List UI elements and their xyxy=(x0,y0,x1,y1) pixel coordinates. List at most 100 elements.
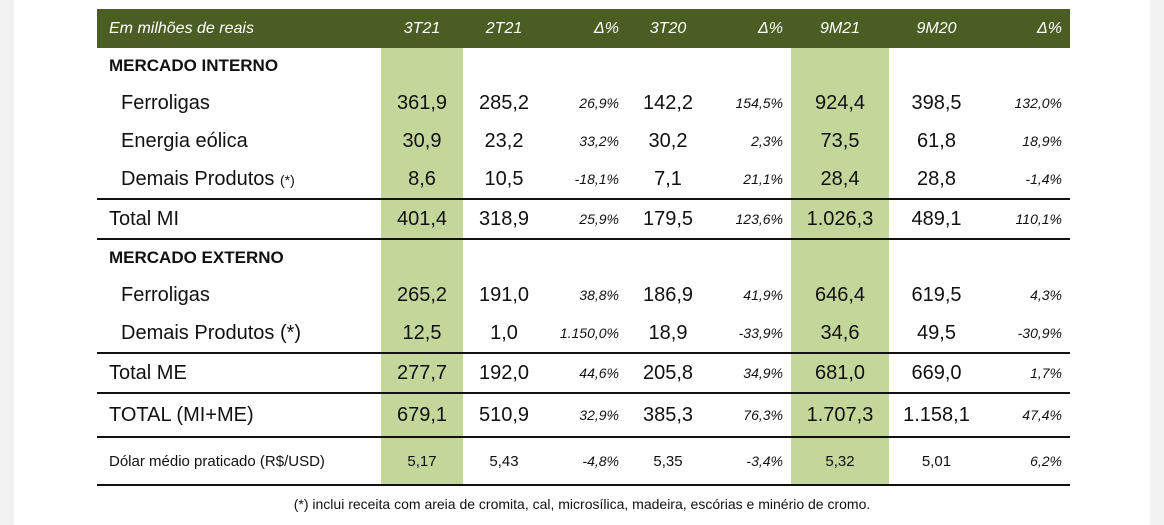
section-title-me: MERCADO EXTERNO xyxy=(109,248,284,267)
cell-empty xyxy=(984,239,1070,276)
header-delta-3: Δ% xyxy=(984,9,1070,48)
cell-3t20: 7,1 xyxy=(654,167,682,190)
cell-2t21: 5,43 xyxy=(463,437,545,486)
cell-3t21: 8,6 xyxy=(381,160,463,199)
cell-delta-2: 21,1% xyxy=(743,171,783,187)
header-3t21: 3T21 xyxy=(381,9,463,48)
cell-2t21: 510,9 xyxy=(463,393,545,438)
cell-delta-2: 123,6% xyxy=(709,198,791,240)
row-label: Demais Produtos (*) xyxy=(121,321,302,344)
cell-9m20: 5,01 xyxy=(889,437,984,486)
cell-3t20: 5,35 xyxy=(627,437,709,486)
cell-delta-1: 1.150,0% xyxy=(559,325,619,341)
row-label: Total ME xyxy=(97,352,381,394)
header-2t21: 2T21 xyxy=(463,9,545,48)
dollar-row: Dólar médio praticado (R$/USD) 5,17 5,43… xyxy=(97,437,1070,486)
cell-9m21: 73,5 xyxy=(791,122,889,160)
section-row-me: MERCADO EXTERNO xyxy=(97,239,1070,276)
section-row-mi: MERCADO INTERNO xyxy=(97,48,1070,84)
cell-delta-2: -3,4% xyxy=(709,437,791,486)
row-label: Ferroligas xyxy=(121,283,210,306)
cell-delta-1: -4,8% xyxy=(545,437,627,486)
cell-9m21: 1.026,3 xyxy=(791,198,889,240)
cell-3t20: 30,2 xyxy=(648,129,688,152)
header-delta-1: Δ% xyxy=(545,9,627,48)
screen-edge-right xyxy=(1150,0,1164,525)
cell-9m20: 49,5 xyxy=(917,321,956,344)
cell-3t21: 265,2 xyxy=(381,276,463,314)
cell-empty xyxy=(984,48,1070,84)
cell-delta-1: -18,1% xyxy=(574,171,619,187)
row-label: Demais Produtos (*) xyxy=(97,160,381,199)
cell-delta-1: 32,9% xyxy=(545,393,627,438)
cell-3t20: 18,9 xyxy=(648,321,688,344)
cell-2t21: 23,2 xyxy=(484,129,524,152)
header-3t20: 3T20 xyxy=(627,9,709,48)
cell-delta-2: 154,5% xyxy=(735,95,783,111)
cell-empty xyxy=(709,48,791,84)
header-9m21: 9M21 xyxy=(791,9,889,48)
row-label-text: Demais Produtos xyxy=(121,167,275,190)
cell-3t20: 385,3 xyxy=(627,393,709,438)
table-row: Demais Produtos (*) 12,5 1,0 1.150,0% 18… xyxy=(97,314,1070,353)
cell-3t21: 30,9 xyxy=(381,122,463,160)
cell-delta-1: 26,9% xyxy=(579,95,619,111)
cell-delta-3: -1,4% xyxy=(1025,171,1062,187)
header-label: Em milhões de reais xyxy=(97,9,381,48)
cell-2t21: 10,5 xyxy=(484,167,524,190)
cell-delta-3: 4,3% xyxy=(1030,287,1062,303)
cell-delta-3: 6,2% xyxy=(984,437,1070,486)
cell-3t21: 361,9 xyxy=(381,84,463,122)
header-delta-2: Δ% xyxy=(709,9,791,48)
cell-empty xyxy=(627,48,709,84)
table-row: Ferroligas 361,9 285,2 26,9% 142,2 154,5… xyxy=(97,84,1070,122)
row-label: Total MI xyxy=(97,198,381,240)
row-label: Energia eólica xyxy=(121,129,248,152)
cell-delta-1: 44,6% xyxy=(545,352,627,394)
table-row: Demais Produtos (*) 8,6 10,5 -18,1% 7,1 … xyxy=(97,160,1070,199)
cell-empty xyxy=(889,48,984,84)
footnote: (*) inclui receita com areia de cromita,… xyxy=(293,496,871,512)
cell-3t21: 679,1 xyxy=(381,393,463,438)
row-label: Dólar médio praticado (R$/USD) xyxy=(97,437,381,486)
cell-empty xyxy=(627,239,709,276)
cell-3t21: 5,17 xyxy=(381,437,463,486)
cell-2t21: 192,0 xyxy=(463,352,545,394)
table-row: Energia eólica 30,9 23,2 33,2% 30,2 2,3%… xyxy=(97,122,1070,160)
cell-9m21: 681,0 xyxy=(791,352,889,394)
cell-3t20: 186,9 xyxy=(642,283,694,306)
cell-empty xyxy=(381,48,463,84)
cell-9m21: 5,32 xyxy=(791,437,889,486)
grand-total-row: TOTAL (MI+ME) 679,1 510,9 32,9% 385,3 76… xyxy=(97,393,1070,438)
cell-empty xyxy=(381,239,463,276)
cell-9m20: 1.158,1 xyxy=(889,393,984,438)
cell-9m20: 61,8 xyxy=(917,129,956,152)
cell-2t21: 318,9 xyxy=(463,198,545,240)
cell-empty xyxy=(545,239,627,276)
cell-3t20: 179,5 xyxy=(627,198,709,240)
cell-9m21: 1.707,3 xyxy=(791,393,889,438)
section-title-mi: MERCADO INTERNO xyxy=(109,56,279,75)
total-row-mi: Total MI 401,4 318,9 25,9% 179,5 123,6% … xyxy=(97,198,1070,240)
revenue-table: Em milhões de reais 3T21 2T21 Δ% 3T20 Δ%… xyxy=(97,9,1070,486)
cell-delta-2: 34,9% xyxy=(709,352,791,394)
cell-9m20: 669,0 xyxy=(889,352,984,394)
cell-delta-1: 33,2% xyxy=(579,133,619,149)
cell-9m21: 924,4 xyxy=(791,84,889,122)
cell-delta-2: 2,3% xyxy=(751,133,783,149)
cell-delta-1: 25,9% xyxy=(545,198,627,240)
cell-3t21: 277,7 xyxy=(381,352,463,394)
cell-9m20: 28,8 xyxy=(917,167,956,190)
cell-delta-3: -30,9% xyxy=(1017,325,1062,341)
cell-empty xyxy=(791,48,889,84)
header-9m20: 9M20 xyxy=(889,9,984,48)
cell-3t21: 12,5 xyxy=(381,314,463,353)
cell-delta-2: 76,3% xyxy=(709,393,791,438)
row-label: Ferroligas xyxy=(121,91,210,114)
cell-9m20: 489,1 xyxy=(889,198,984,240)
cell-delta-3: 110,1% xyxy=(984,198,1070,240)
cell-3t20: 205,8 xyxy=(627,352,709,394)
cell-delta-2: -33,9% xyxy=(738,325,783,341)
cell-delta-3: 132,0% xyxy=(1014,95,1062,111)
